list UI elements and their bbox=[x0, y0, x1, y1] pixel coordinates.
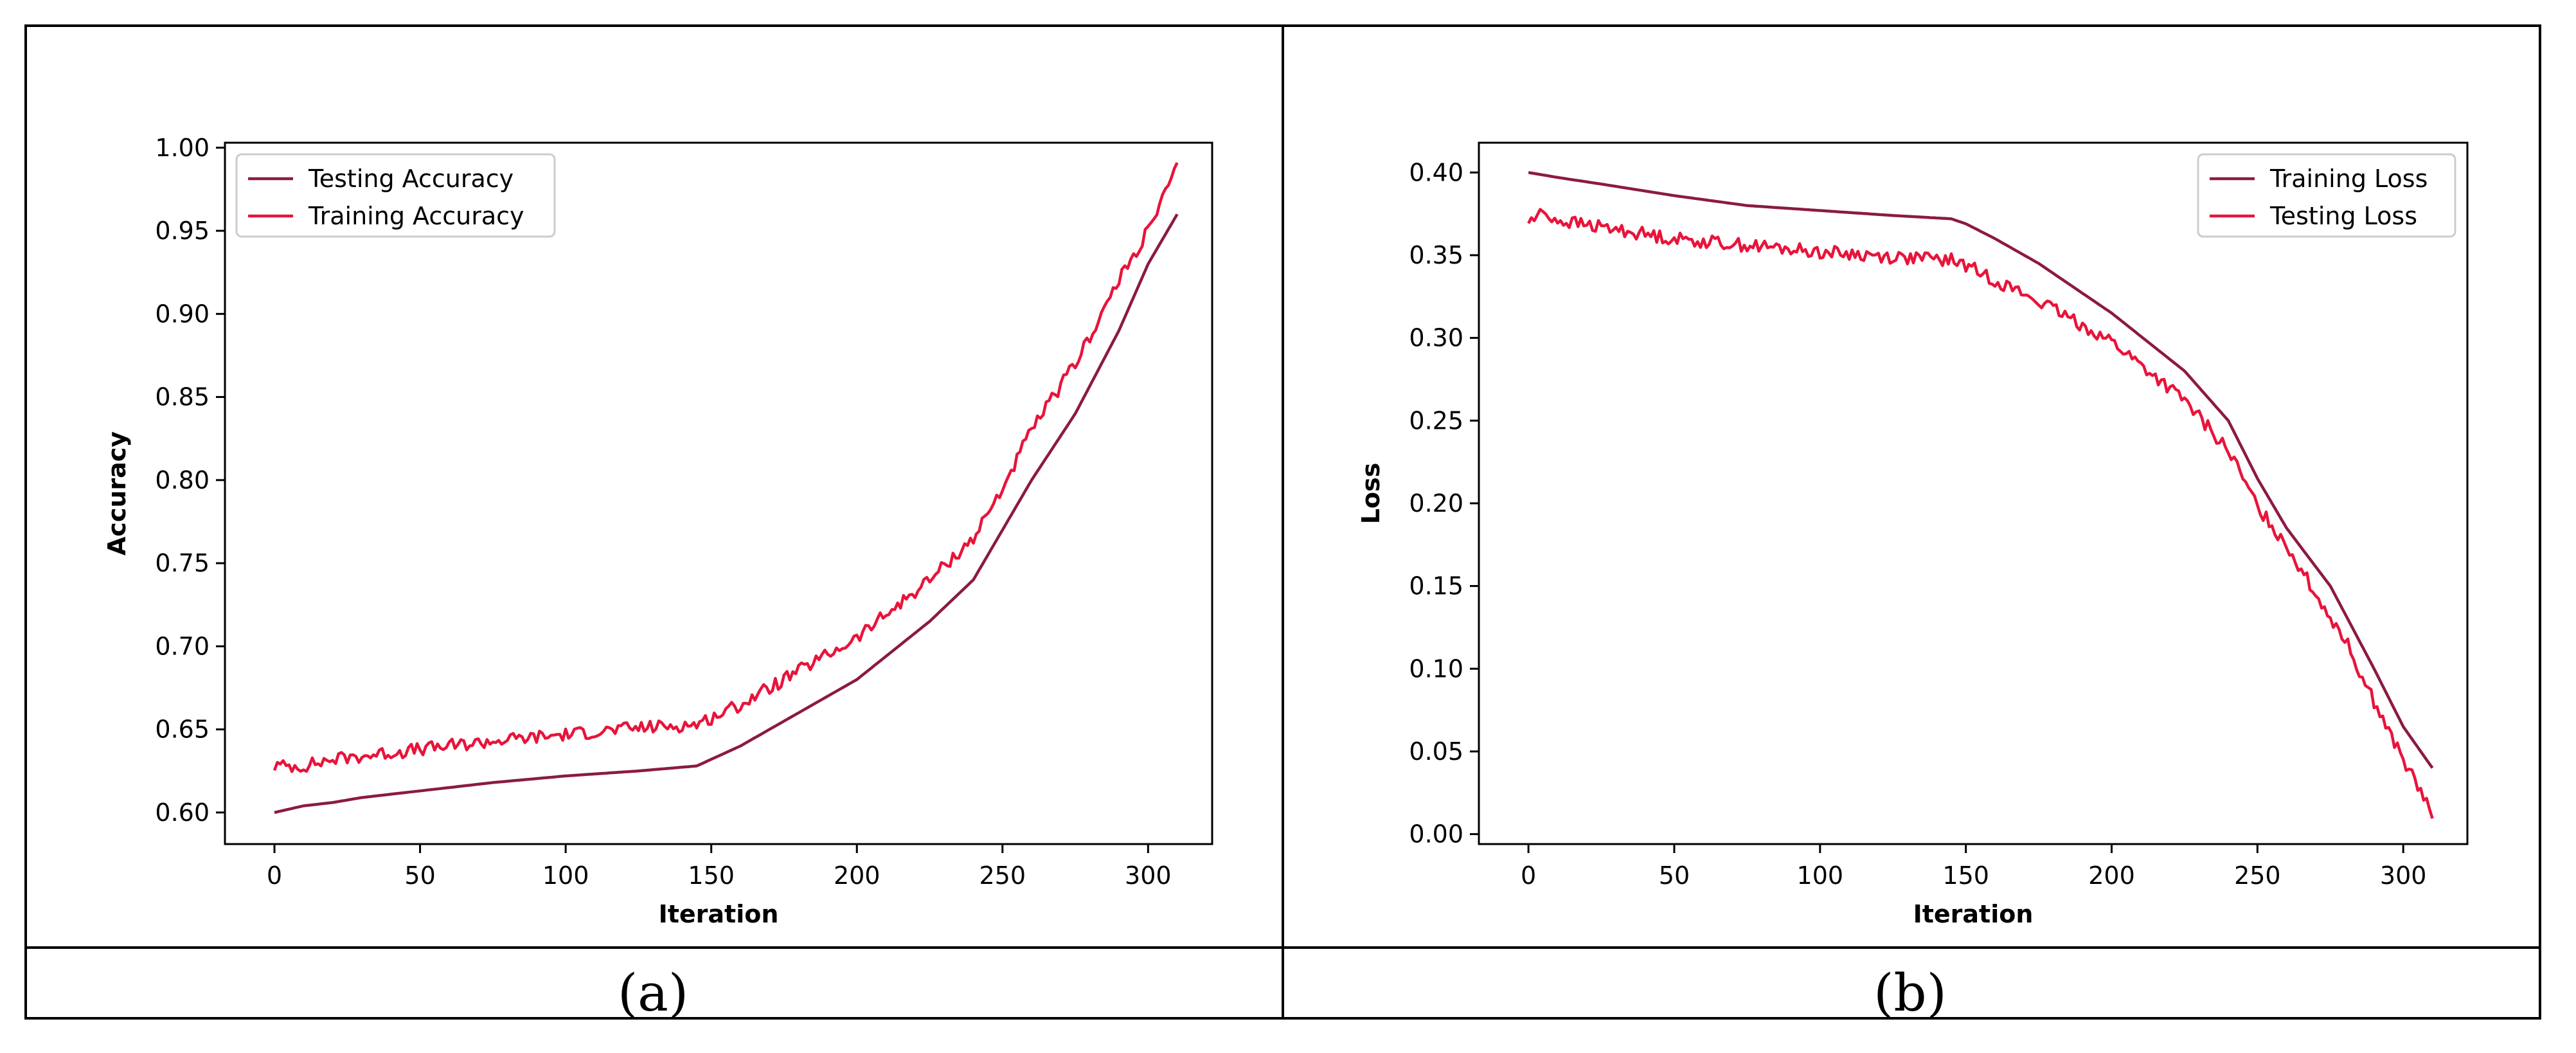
caption-b: (b) bbox=[1874, 963, 1947, 1023]
accuracy-series-line-0 bbox=[274, 213, 1179, 815]
accuracy-legend-label: Training Accuracy bbox=[308, 202, 524, 230]
table-caption-divider bbox=[27, 946, 2539, 949]
caption-a: (a) bbox=[617, 963, 689, 1023]
accuracy-y-tick-label: 1.00 bbox=[155, 134, 210, 162]
accuracy-series-line-1 bbox=[273, 162, 1179, 773]
figure-table bbox=[24, 24, 2541, 1020]
accuracy-y-tick-label: 0.75 bbox=[155, 549, 210, 577]
accuracy-y-axis-label: Accuracy bbox=[103, 431, 131, 555]
accuracy-legend-label: Testing Accuracy bbox=[308, 165, 514, 193]
accuracy-x-tick-label: 50 bbox=[404, 861, 435, 890]
accuracy-x-tick-label: 250 bbox=[979, 861, 1026, 890]
accuracy-x-tick-label: 100 bbox=[542, 861, 589, 890]
accuracy-x-tick-label: 300 bbox=[1125, 861, 1172, 890]
accuracy-x-tick-label: 200 bbox=[834, 861, 881, 890]
accuracy-y-tick-label: 0.60 bbox=[155, 798, 210, 827]
accuracy-y-tick-label: 0.70 bbox=[155, 632, 210, 660]
accuracy-legend-box bbox=[235, 153, 556, 238]
accuracy-plot-frame bbox=[224, 141, 1213, 845]
accuracy-x-tick-label: 150 bbox=[688, 861, 735, 890]
accuracy-y-tick-label: 0.85 bbox=[155, 383, 210, 411]
table-center-divider bbox=[1282, 27, 1284, 1017]
accuracy-x-tick-label: 0 bbox=[267, 861, 282, 890]
accuracy-y-tick-label: 0.65 bbox=[155, 716, 210, 744]
accuracy-y-tick-label: 0.90 bbox=[155, 300, 210, 328]
accuracy-y-tick-label: 0.95 bbox=[155, 217, 210, 245]
accuracy-x-axis-label: Iteration bbox=[659, 900, 779, 928]
accuracy-legend: Testing Accuracy Training Accuracy bbox=[235, 153, 556, 238]
accuracy-y-tick-label: 0.80 bbox=[155, 466, 210, 494]
